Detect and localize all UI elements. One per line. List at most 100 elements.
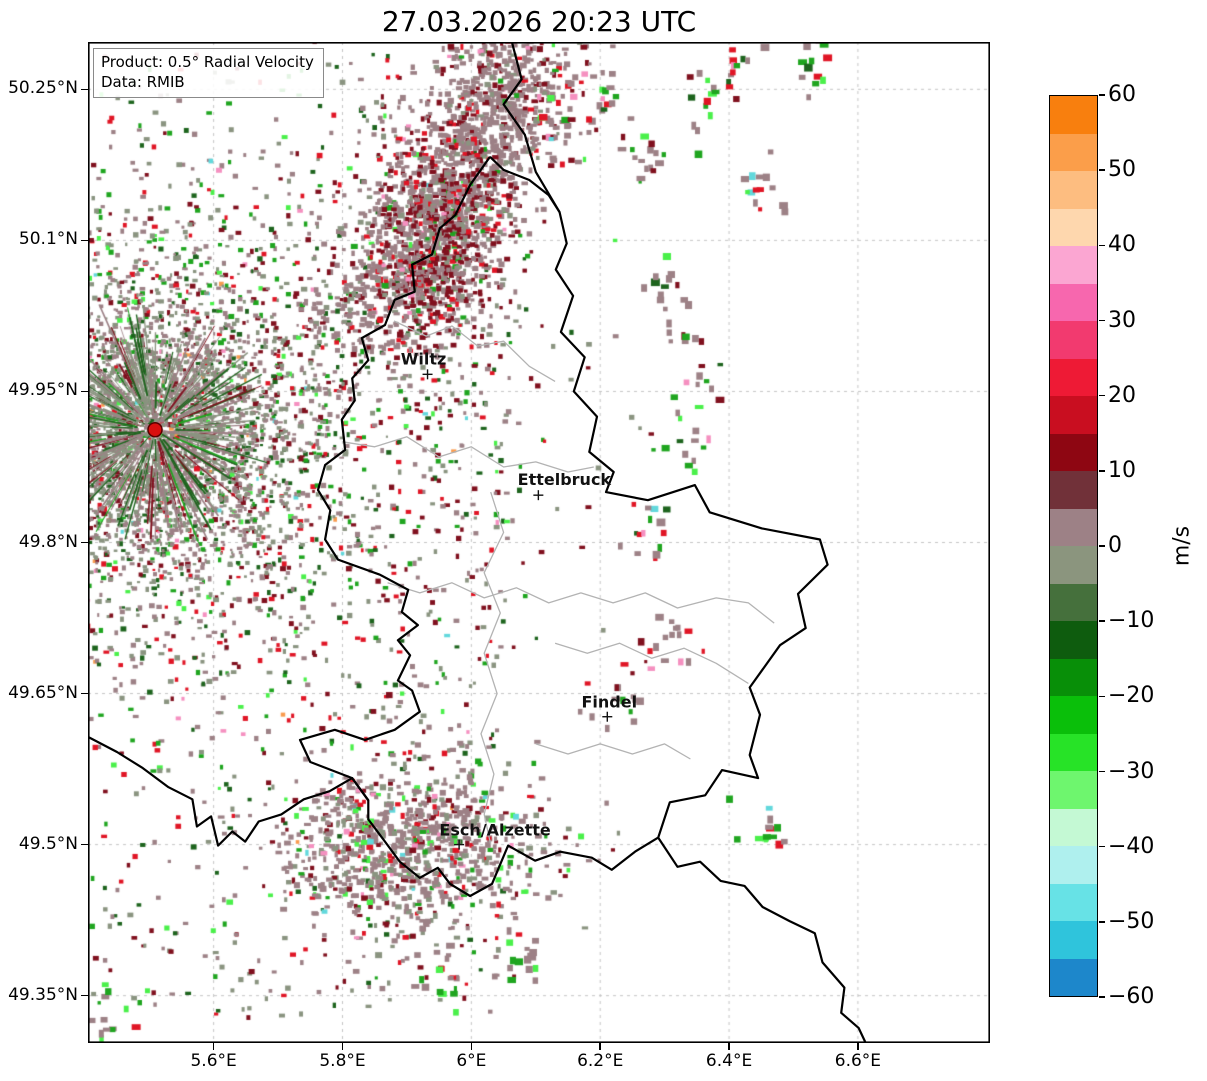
district-border <box>554 642 749 685</box>
colorbar-segment <box>1050 133 1097 171</box>
colorbar-tick-mark <box>1099 394 1105 397</box>
district-border <box>480 491 505 845</box>
colorbar-segment <box>1050 208 1097 246</box>
x-axis-tick-label: 6°E <box>456 1051 487 1071</box>
plot-frame <box>88 42 990 1043</box>
y-axis-tick-mark <box>81 88 88 91</box>
x-axis-tick-label: 6.2°E <box>577 1051 624 1071</box>
legend-product-line: Product: 0.5° Radial Velocity <box>101 53 314 71</box>
colorbar-tick-mark <box>1099 770 1105 773</box>
colorbar-tick-label: 0 <box>1108 533 1122 558</box>
colorbar-tick-mark <box>1099 620 1105 622</box>
x-axis-tick-mark <box>728 1043 730 1050</box>
y-axis-tick-mark <box>81 390 88 393</box>
colorbar-segment <box>1050 283 1097 321</box>
colorbar-segment <box>1050 958 1097 996</box>
colorbar-tick-label: −40 <box>1108 833 1155 859</box>
y-axis-tick-label: 50.1°N <box>18 229 78 250</box>
colorbar-tick-mark <box>1099 94 1105 96</box>
colorbar-tick-mark <box>1099 169 1105 171</box>
y-axis-tick-mark <box>81 239 88 242</box>
y-axis-tick-mark <box>81 994 88 997</box>
plot-area: Wiltz Ettelbruck Findel Esch/Alzette Produc… <box>88 42 990 1043</box>
x-axis-tick-label: 6.6°E <box>834 1051 882 1071</box>
y-axis-tick-mark <box>81 692 88 695</box>
colorbar <box>1049 95 1098 997</box>
district-border <box>393 320 556 382</box>
colorbar-segment <box>1050 921 1097 959</box>
colorbar-segment <box>1050 771 1097 809</box>
colorbar-tick-label: −20 <box>1108 683 1155 709</box>
x-axis-tick-label: 6.4°E <box>705 1051 753 1071</box>
colorbar-segment <box>1050 883 1097 921</box>
legend-datasource-line: Data: RMIB <box>101 73 185 92</box>
colorbar-tick-label: −50 <box>1108 908 1155 934</box>
radar-echo-layer <box>88 42 990 1043</box>
colorbar-unit-label: m/s <box>1169 525 1195 567</box>
colorbar-tick-label: 30 <box>1108 307 1136 333</box>
y-axis-tick-label: 49.95°N <box>8 380 78 401</box>
plot-title: 27.03.2026 20:23 UTC <box>381 5 697 38</box>
country-border <box>657 836 867 1043</box>
country-border <box>298 156 829 898</box>
y-axis-tick-label: 49.8°N <box>18 531 78 552</box>
colorbar-segment <box>1050 433 1097 471</box>
district-border <box>342 436 594 473</box>
x-axis-tick-mark <box>341 1043 344 1050</box>
colorbar-segment <box>1050 846 1097 884</box>
colorbar-tick-label: 60 <box>1108 82 1136 107</box>
colorbar-segment <box>1050 658 1097 696</box>
colorbar-segment <box>1050 96 1097 134</box>
x-axis-tick-label: 5.6°E <box>190 1051 237 1071</box>
radar-site-dot <box>147 421 163 438</box>
country-border <box>502 42 561 213</box>
colorbar-tick-label: −10 <box>1108 608 1155 634</box>
country-border <box>88 735 370 847</box>
x-axis-tick-mark <box>470 1043 473 1050</box>
y-axis-tick-label: 49.65°N <box>8 682 78 703</box>
x-axis-tick-label: 5.8°E <box>319 1051 366 1071</box>
colorbar-segment <box>1050 396 1097 434</box>
colorbar-tick-mark <box>1099 470 1105 472</box>
colorbar-segment <box>1050 808 1097 846</box>
x-axis-tick-mark <box>599 1043 601 1050</box>
colorbar-tick-mark <box>1099 545 1105 547</box>
x-axis-tick-mark <box>212 1043 215 1050</box>
colorbar-tick-mark <box>1099 996 1105 998</box>
colorbar-tick-mark <box>1099 319 1105 322</box>
y-axis-tick-mark <box>81 541 88 544</box>
x-axis-tick-mark <box>857 1043 859 1050</box>
colorbar-tick-mark <box>1099 695 1105 698</box>
colorbar-segment <box>1050 171 1097 209</box>
y-axis-tick-label: 49.5°N <box>18 833 78 854</box>
city-label: Esch/Alzette <box>439 821 551 840</box>
colorbar-tick-mark <box>1099 921 1105 923</box>
colorbar-segment <box>1050 358 1097 396</box>
y-axis-tick-mark <box>81 843 88 846</box>
district-border <box>387 582 775 624</box>
colorbar-tick-label: 20 <box>1108 382 1136 408</box>
colorbar-segment <box>1050 246 1097 284</box>
city-label: Ettelbruck <box>518 470 612 489</box>
colorbar-segment <box>1050 546 1097 584</box>
colorbar-tick-mark <box>1099 845 1105 848</box>
y-axis-tick-label: 50.25°N <box>8 78 78 99</box>
colorbar-segment <box>1050 321 1097 359</box>
colorbar-tick-label: 10 <box>1108 457 1136 483</box>
colorbar-segment <box>1050 621 1097 659</box>
colorbar-segment <box>1050 733 1097 771</box>
colorbar-segment <box>1050 696 1097 734</box>
legend-box: Product: 0.5° Radial Velocity Data: RMIB <box>93 48 324 98</box>
colorbar-tick-label: 40 <box>1108 232 1136 258</box>
colorbar-segment <box>1050 583 1097 621</box>
colorbar-tick-label: 50 <box>1108 157 1136 183</box>
map-overlay: Wiltz Ettelbruck Findel Esch/Alzette <box>88 42 990 1043</box>
city-label: Findel <box>581 693 637 712</box>
colorbar-segment <box>1050 471 1097 509</box>
colorbar-tick-label: −60 <box>1108 984 1155 1009</box>
colorbar-segment <box>1050 508 1097 546</box>
colorbar-tick-label: −30 <box>1108 758 1155 784</box>
district-border <box>535 743 691 760</box>
city-label: Wiltz <box>401 349 447 368</box>
